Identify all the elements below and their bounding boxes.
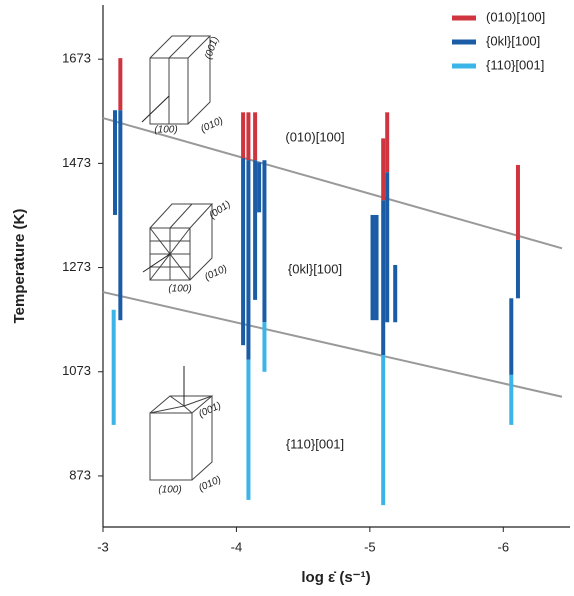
sketch-label: (100) <box>158 485 181 496</box>
x-tick-label: -3 <box>97 539 109 554</box>
legend-label: {0kl}[100] <box>486 33 540 48</box>
range-bar <box>515 239 520 299</box>
range-bar <box>385 172 390 323</box>
annotation: (010)[100] <box>285 129 344 144</box>
range-bar <box>257 162 262 213</box>
y-tick-label: 1273 <box>62 259 91 274</box>
range-bar <box>509 374 514 425</box>
range-bar <box>385 112 390 173</box>
range-bar <box>262 322 267 372</box>
range-bar <box>370 214 375 321</box>
range-bar <box>381 355 386 506</box>
crystal <box>149 203 214 281</box>
sketch-label: (001) <box>207 199 232 221</box>
sketch-bottom <box>149 366 214 481</box>
sketch-label: (001) <box>203 35 221 61</box>
crystal <box>149 35 212 125</box>
trend-line <box>102 291 563 398</box>
x-tick-label: -6 <box>498 539 510 554</box>
sketch-label: (001) <box>197 400 223 420</box>
range-bar <box>393 264 398 323</box>
y-axis-title: Temperature (K) <box>11 209 28 324</box>
sketch-label: (010) <box>199 115 225 135</box>
range-bar <box>118 58 123 111</box>
sketch-label: (100) <box>168 284 191 295</box>
sketch-label: (010) <box>197 474 223 494</box>
range-bar <box>262 160 267 323</box>
range-bar <box>241 112 246 159</box>
axes <box>102 5 570 528</box>
range-bar <box>111 309 116 425</box>
sketch-label: (100) <box>154 125 177 136</box>
range-bar <box>253 160 258 300</box>
annotation: {110}[001] <box>286 436 344 451</box>
annotation: {0kl}[100] <box>288 261 342 276</box>
y-tick-label: 1073 <box>62 363 91 378</box>
range-bar <box>246 160 251 360</box>
arrow <box>141 95 170 123</box>
legend-label: (010)[100] <box>486 9 545 24</box>
sketch-middle <box>142 203 214 281</box>
range-bar <box>113 110 118 215</box>
arrow <box>142 253 171 273</box>
range-bar <box>118 110 123 321</box>
range-bar <box>509 298 514 375</box>
range-bar <box>241 158 246 346</box>
x-tick-label: -5 <box>364 539 376 554</box>
sketch-top <box>141 35 212 125</box>
y-tick-label: 1673 <box>62 51 91 66</box>
range-bar <box>246 112 251 161</box>
y-tick-label: 873 <box>69 467 91 482</box>
range-bar <box>381 138 386 201</box>
sketch-label: (010) <box>203 263 229 283</box>
range-bar <box>374 214 379 321</box>
x-axis-title: log ε̇ (s⁻¹) <box>301 569 370 586</box>
range-bar <box>246 359 251 500</box>
range-bar <box>515 164 520 240</box>
y-tick-label: 1473 <box>62 155 91 170</box>
legend-label: {110}[001] <box>486 57 544 72</box>
trend-line <box>102 117 563 250</box>
x-tick-label: -4 <box>231 539 243 554</box>
range-bar <box>381 200 386 356</box>
range-bar <box>253 112 258 161</box>
